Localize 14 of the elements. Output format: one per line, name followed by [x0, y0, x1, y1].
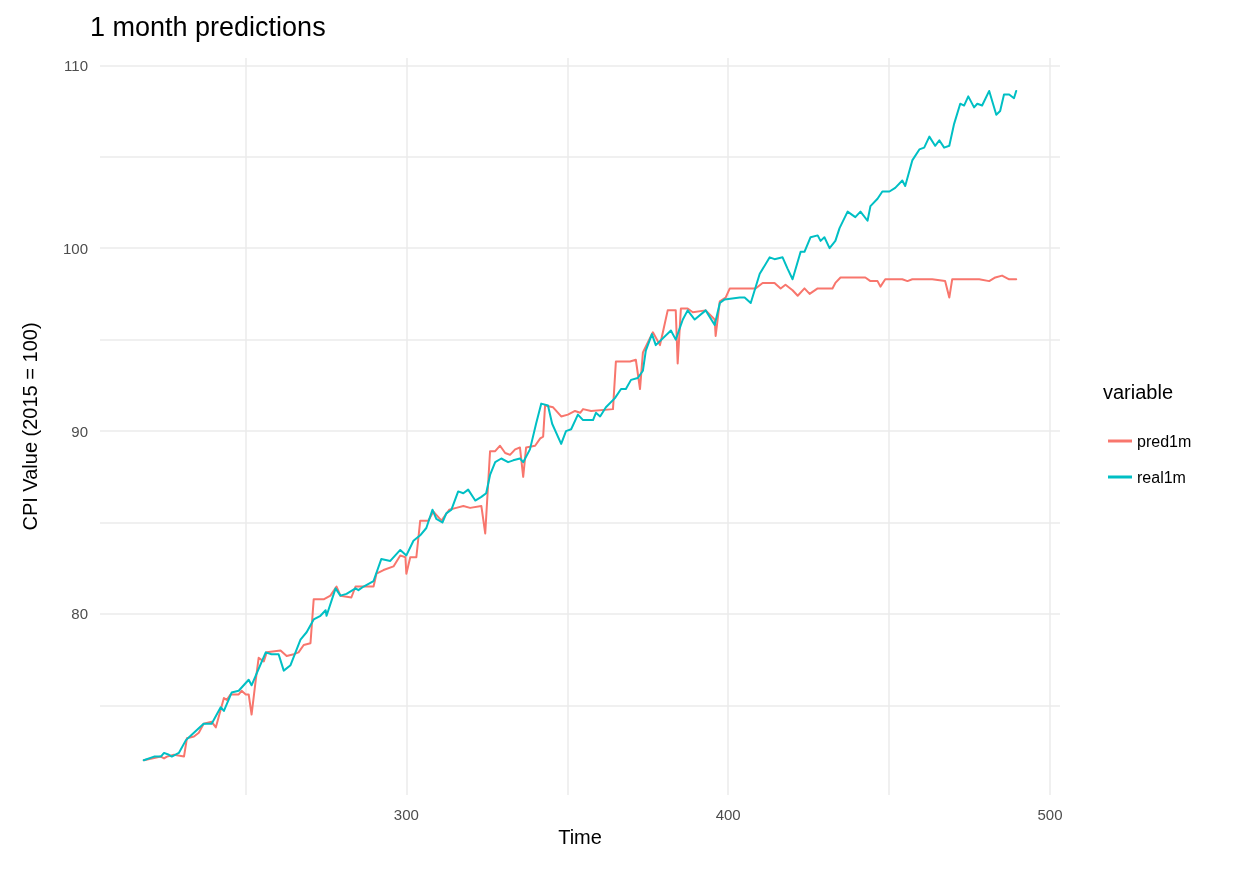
legend-label: real1m — [1137, 468, 1186, 486]
y-tick-label: 80 — [71, 605, 88, 623]
y-tick-label: 90 — [71, 422, 88, 440]
chart-title: 1 month predictions — [90, 11, 326, 42]
x-tick-label: 500 — [1037, 806, 1063, 823]
x-tick-label: 400 — [715, 806, 741, 823]
y-tick-label: 110 — [64, 56, 88, 74]
y-tick-label: 100 — [62, 239, 88, 257]
x-tick-label: 300 — [393, 806, 419, 823]
y-axis-title: CPI Value (2015 = 100) — [19, 322, 41, 531]
legend-title: variable — [1103, 381, 1174, 403]
legend-label: pred1m — [1137, 432, 1192, 450]
line-series — [142, 89, 1018, 762]
x-axis-title: Time — [558, 825, 602, 848]
